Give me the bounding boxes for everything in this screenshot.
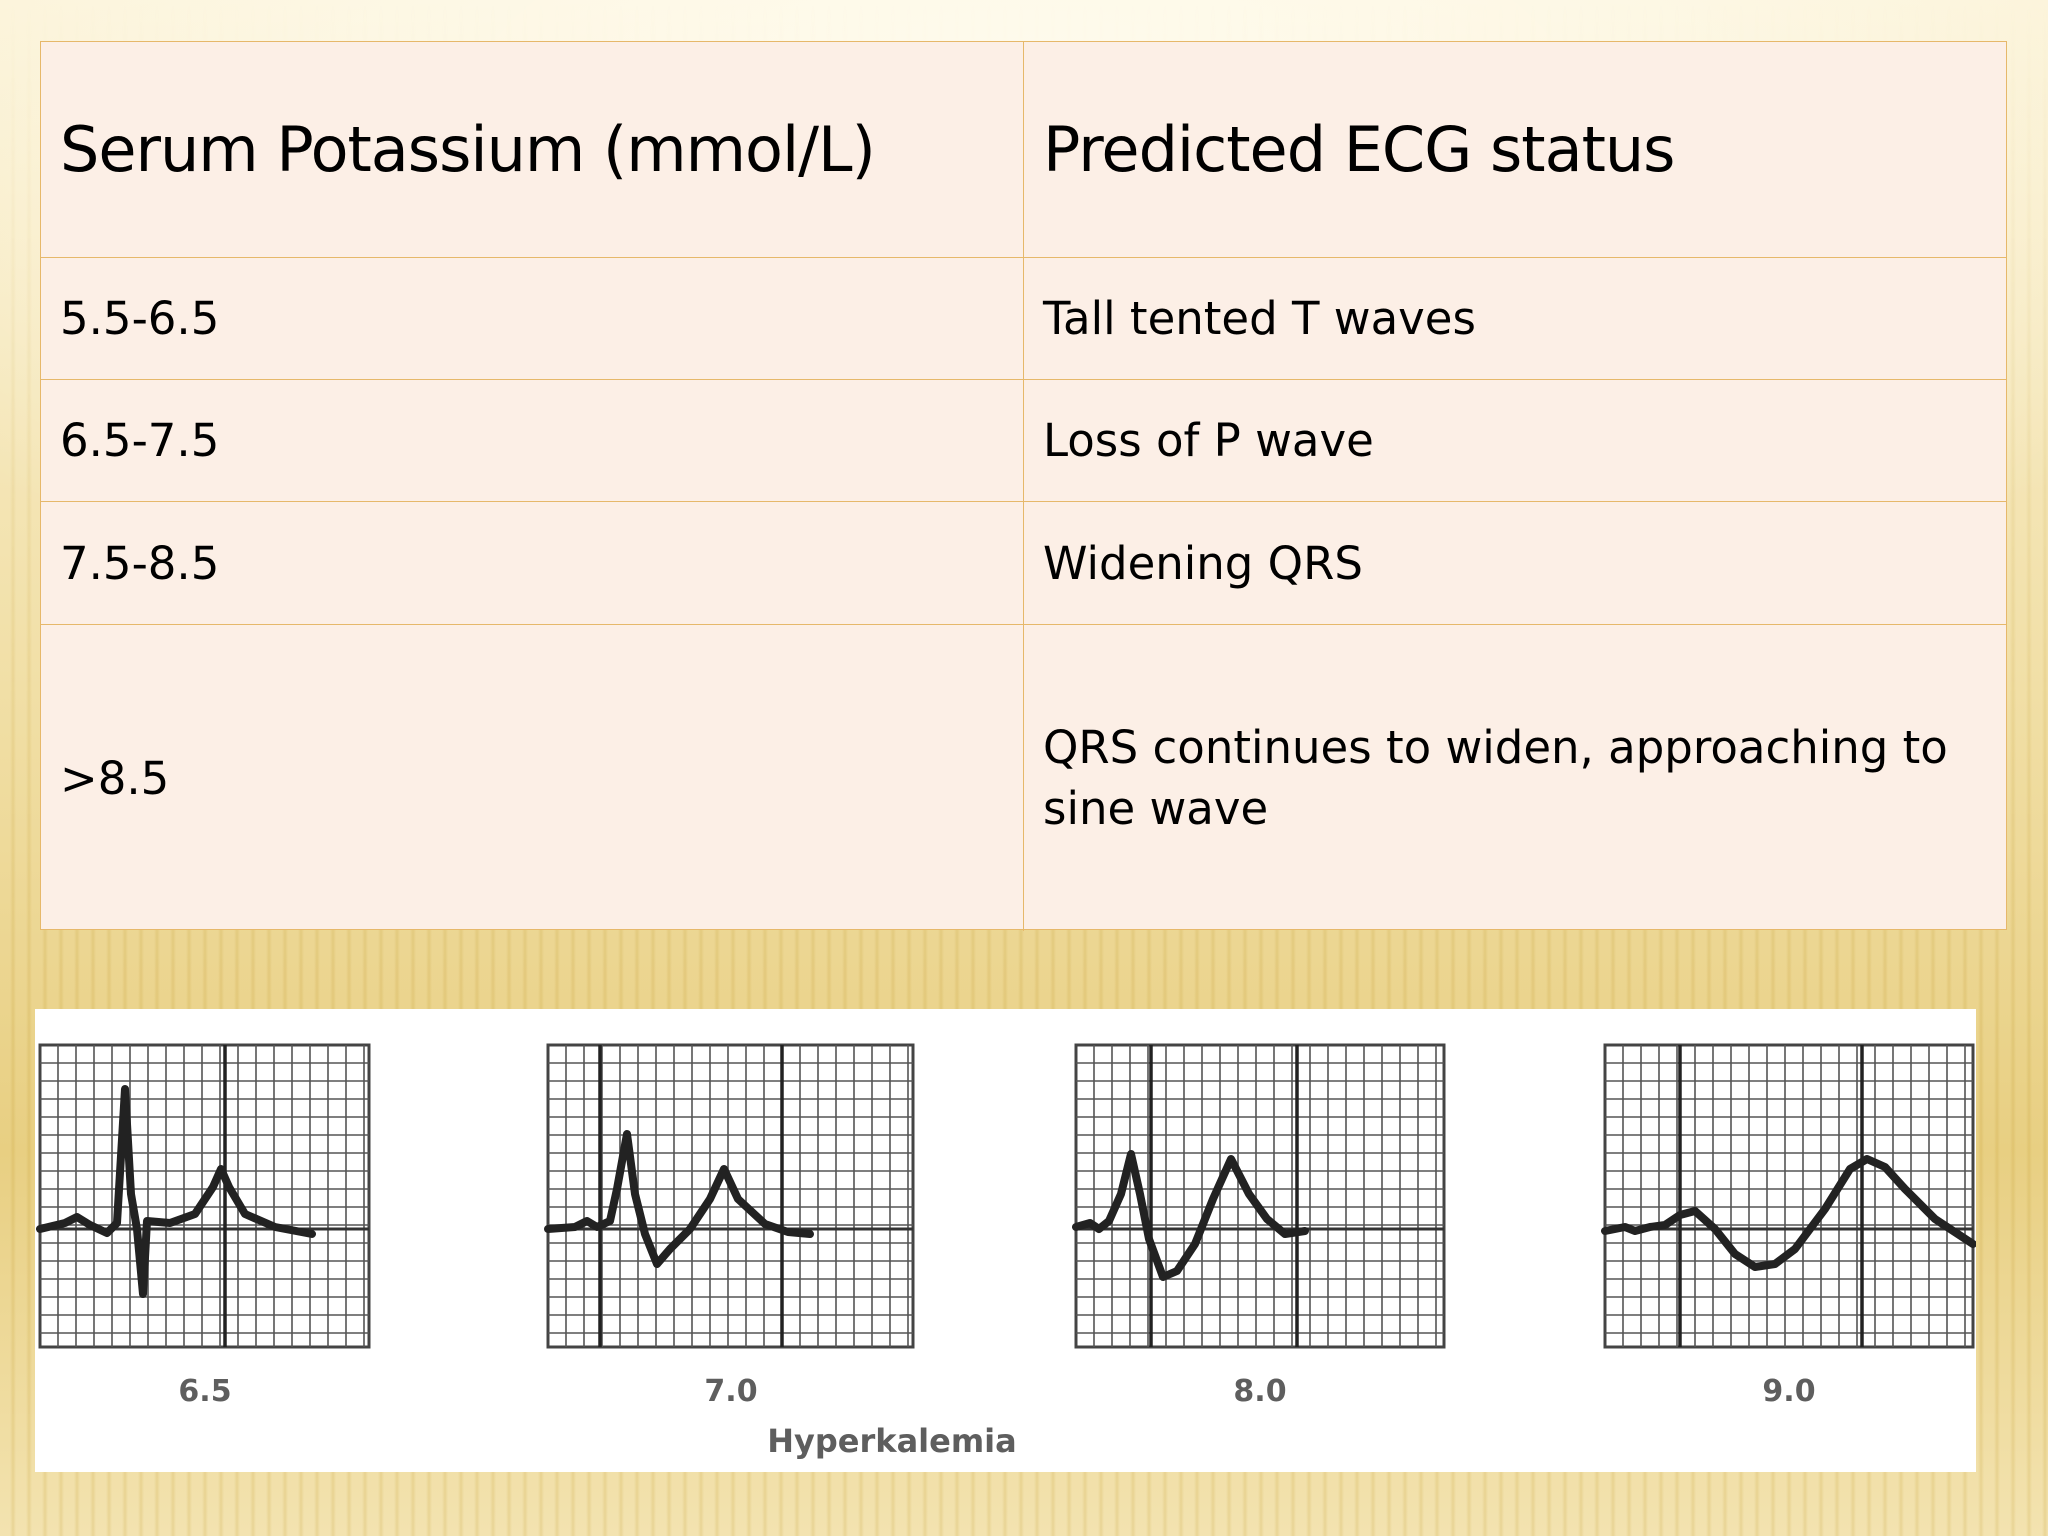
ecg-trace xyxy=(544,1130,814,1268)
ecg-trace xyxy=(1601,1155,1976,1271)
hyperkalemia-ecg-figure: 6.5 7.0 8.0 9.0 Hyperkalemia xyxy=(35,1009,1976,1472)
ecg-status-cell: Tall tented T waves xyxy=(1043,292,1476,345)
ecg-grid-lines xyxy=(40,1045,369,1347)
table-header-row: Serum Potassium (mmol/L) Predicted ECG s… xyxy=(41,42,2006,258)
header-predicted-ecg-status: Predicted ECG status xyxy=(1043,113,1675,186)
table-row: 5.5-6.5 Tall tented T waves xyxy=(41,258,2006,380)
ecg-status-cell: Loss of P wave xyxy=(1043,414,1374,467)
potassium-range-cell: 5.5-6.5 xyxy=(41,258,1024,379)
potassium-range-cell: >8.5 xyxy=(41,625,1024,931)
ecg-label-7-0: 7.0 xyxy=(704,1374,757,1409)
ecg-grid-frame xyxy=(1074,1043,1446,1349)
ecg-label-6-5: 6.5 xyxy=(178,1374,231,1409)
ecg-label-8-0: 8.0 xyxy=(1233,1374,1286,1409)
header-serum-potassium: Serum Potassium (mmol/L) xyxy=(41,42,1024,257)
ecg-strip-9-0 xyxy=(1601,1043,1976,1349)
ecg-status-cell: Widening QRS xyxy=(1043,536,1363,590)
table-row: >8.5 QRS continues to widen, approaching… xyxy=(41,625,2006,931)
ecg-caption: Hyperkalemia xyxy=(767,1422,1016,1460)
ecg-strip-6-5 xyxy=(36,1043,371,1349)
potassium-range-cell: 7.5-8.5 xyxy=(41,502,1024,624)
potassium-ecg-table: Serum Potassium (mmol/L) Predicted ECG s… xyxy=(40,41,2007,931)
ecg-strips-svg: 6.5 7.0 8.0 9.0 Hyperkalemia xyxy=(36,1043,1976,1460)
ecg-strip-7-0 xyxy=(544,1043,915,1349)
ecg-grid-frame xyxy=(1603,1043,1975,1349)
ecg-status-cell: QRS continues to widen, approaching to s… xyxy=(1043,721,1948,835)
ecg-trace xyxy=(1072,1150,1309,1281)
ecg-strip-8-0 xyxy=(1072,1043,1446,1349)
potassium-range-cell: 6.5-7.5 xyxy=(41,380,1024,501)
ecg-label-9-0: 9.0 xyxy=(1762,1374,1815,1409)
ecg-trace xyxy=(36,1085,316,1298)
table-row: 6.5-7.5 Loss of P wave xyxy=(41,380,2006,502)
table-row: 7.5-8.5 Widening QRS xyxy=(41,502,2006,625)
